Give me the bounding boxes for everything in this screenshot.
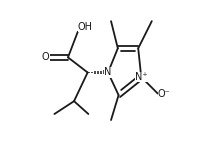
Text: N⁺: N⁺ xyxy=(135,72,148,82)
Text: O: O xyxy=(42,52,49,62)
Text: N: N xyxy=(104,67,112,77)
Text: O⁻: O⁻ xyxy=(158,89,171,99)
Text: OH: OH xyxy=(78,22,93,32)
